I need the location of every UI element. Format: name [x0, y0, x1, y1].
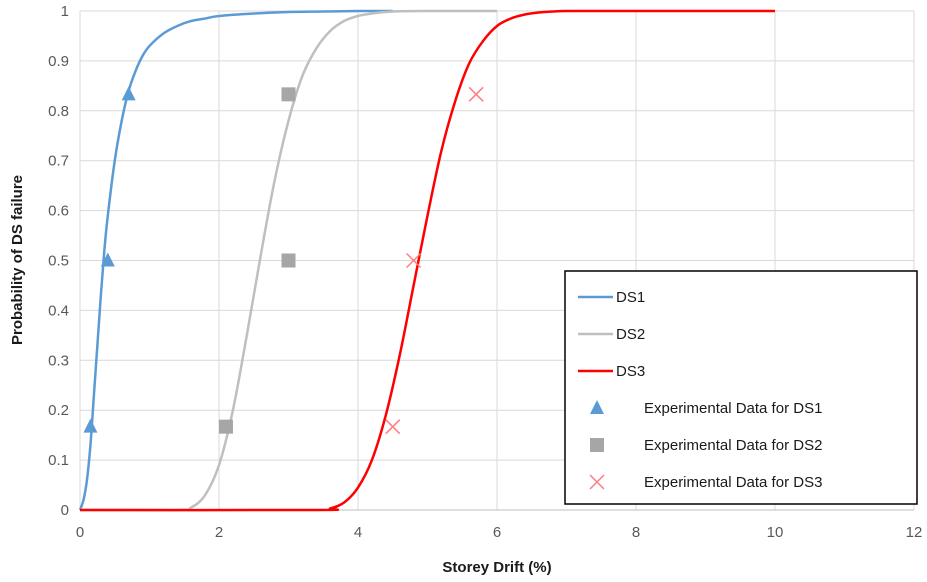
- x-tick-label: 2: [215, 524, 223, 541]
- y-tick-label: 0.5: [48, 253, 69, 270]
- x-tick-label: 6: [493, 524, 501, 541]
- legend-box: [564, 270, 918, 505]
- x-tick-label: 4: [354, 524, 362, 541]
- legend-label: Experimental Data for DS2: [644, 437, 822, 454]
- data-point-triangle: [100, 252, 115, 267]
- legend-swatch-square: [590, 438, 604, 452]
- legend-label: DS2: [616, 326, 645, 343]
- series-line-ds1: [78, 9, 393, 511]
- y-tick-label: 0.7: [48, 153, 69, 170]
- legend-label: DS1: [616, 289, 645, 306]
- legend-label: Experimental Data for DS3: [644, 474, 822, 491]
- x-marker-stroke: [589, 474, 605, 490]
- legend-swatch-x: [589, 474, 605, 490]
- x-tick-label: 0: [76, 524, 84, 541]
- data-point-square: [218, 419, 233, 434]
- series: [78, 9, 775, 512]
- data-point-x: [406, 252, 422, 269]
- y-axis-title: Probability of DS failure: [9, 175, 26, 345]
- data-point-x: [385, 419, 401, 435]
- data-point-square: [281, 253, 296, 268]
- x-tick-label: 8: [632, 524, 640, 541]
- data-point-triangle: [83, 418, 98, 433]
- y-tick-label: 0: [61, 502, 69, 519]
- y-tick-label: 0.9: [48, 53, 69, 70]
- series-line-ds2: [79, 9, 497, 512]
- data-point-square: [281, 87, 296, 102]
- legend-label: Experimental Data for DS1: [644, 400, 822, 417]
- y-tick-label: 0.3: [48, 352, 69, 369]
- grid: [79, 10, 915, 511]
- y-tick-label: 0.1: [48, 452, 69, 469]
- series-line-ds3: [79, 9, 775, 512]
- legend-label: DS3: [616, 363, 645, 380]
- x-marker-stroke: [406, 252, 422, 269]
- x-tick-label: 12: [906, 524, 923, 541]
- x-axis-title: Storey Drift (%): [442, 559, 551, 576]
- legend: DS1 DS2 DS3 Experimental Data for DS1 Experi…: [564, 270, 918, 505]
- y-tick-label: 0.8: [48, 103, 69, 120]
- y-tick-label: 0.6: [48, 203, 69, 220]
- y-tick-label: 0.4: [48, 302, 69, 319]
- y-tick-label: 0.2: [48, 402, 69, 419]
- y-tick-label: 1: [61, 3, 69, 20]
- legend-swatch-triangle: [590, 400, 604, 414]
- x-marker-stroke: [385, 419, 401, 435]
- data-point-triangle: [121, 86, 136, 101]
- x-tick-label: 10: [767, 524, 784, 541]
- x-marker-stroke: [468, 86, 484, 102]
- data-point-x: [468, 86, 484, 102]
